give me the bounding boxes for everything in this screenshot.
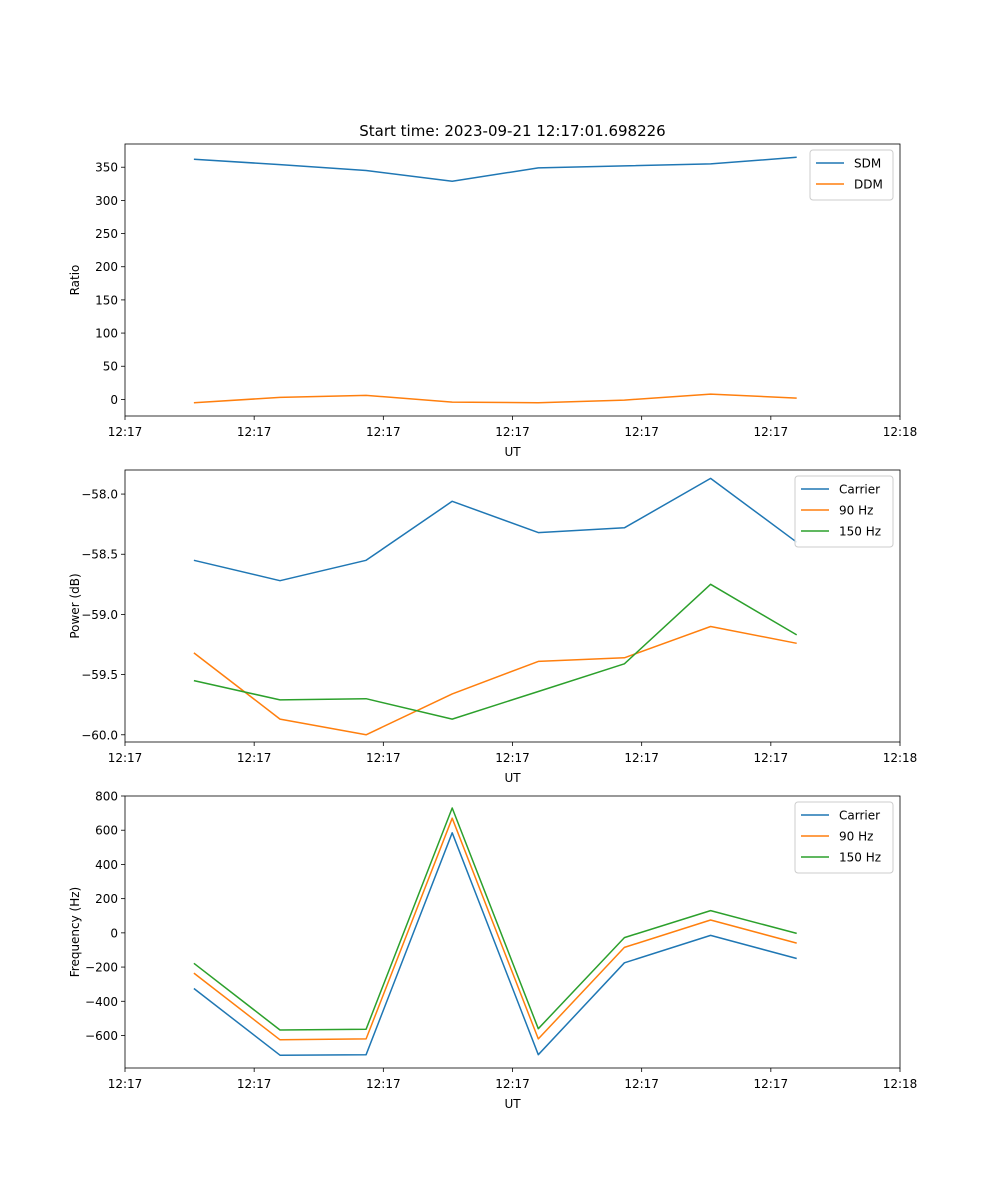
x-tick-label: 12:17	[495, 751, 530, 765]
y-tick-label: −600	[85, 1029, 118, 1043]
legend-label: 90 Hz	[839, 504, 873, 518]
axes-frame	[124, 469, 901, 743]
legend-label: 90 Hz	[839, 830, 873, 844]
x-tick-label: 12:17	[237, 1077, 272, 1091]
x-tick-label: 12:17	[108, 1077, 143, 1091]
y-tick-label: −59.0	[81, 608, 118, 622]
series-line-150-hz	[193, 807, 797, 1031]
y-tick-label: 800	[95, 790, 118, 804]
y-tick-label: −58.5	[81, 548, 118, 562]
y-tick-label: 600	[95, 824, 118, 838]
x-tick-label: 12:17	[108, 425, 143, 439]
x-axis-label: UT	[504, 1097, 521, 1111]
x-tick-label: 12:18	[883, 751, 918, 765]
legend-label: SDM	[854, 157, 881, 171]
y-tick-label: −60.0	[81, 728, 118, 742]
y-tick-label: −200	[85, 961, 118, 975]
y-axis-label: Power (dB)	[68, 573, 82, 638]
series-line-150-hz	[193, 583, 798, 720]
x-tick-label: 12:17	[624, 1077, 659, 1091]
x-tick-label: 12:17	[366, 425, 401, 439]
y-tick-label: 200	[95, 892, 118, 906]
chart-panel-2: 12:17 12:17 12:17 12:17 12:17 12:17 12:18 −60.0…	[68, 469, 918, 785]
legend-label: Carrier	[839, 809, 880, 823]
x-tick-label: 12:17	[754, 425, 789, 439]
axes-frame	[124, 795, 901, 1069]
x-tick-label: 12:17	[237, 425, 272, 439]
x-tick-label: 12:17	[495, 425, 530, 439]
axes-frame	[124, 143, 901, 417]
y-tick-label: 0	[110, 926, 118, 940]
x-tick-label: 12:17	[624, 425, 659, 439]
y-tick-label: −400	[85, 995, 118, 1009]
x-tick-label: 12:17	[624, 751, 659, 765]
legend: Carrier 90 Hz 150 Hz	[794, 801, 894, 874]
panels: 12:17 12:17 12:17 12:17 12:17 12:17 12:18 0 50 10…	[68, 143, 918, 1112]
series-line-90-hz	[193, 625, 797, 736]
y-tick-label: 250	[95, 227, 118, 241]
y-tick-label: 350	[95, 161, 118, 175]
y-tick-label: −59.5	[81, 668, 118, 682]
figure-title: Start time: 2023-09-21 12:17:01.698226	[359, 122, 665, 140]
legend-label: 150 Hz	[839, 525, 881, 539]
chart-panel-1: 12:17 12:17 12:17 12:17 12:17 12:17 12:18 0 50 10…	[68, 143, 918, 459]
chart-panel-3: 12:17 12:17 12:17 12:17 12:17 12:17 12:18 −600 −…	[68, 790, 917, 1112]
y-tick-label: 50	[103, 360, 118, 374]
legend: Carrier 90 Hz 150 Hz	[794, 475, 894, 548]
legend-box	[794, 801, 894, 874]
y-tick-label: 400	[95, 858, 118, 872]
x-tick-label: 12:18	[883, 425, 918, 439]
y-tick-label: 0	[110, 393, 118, 407]
series-line-carrier	[193, 477, 798, 582]
series-line-sdm	[193, 156, 797, 182]
x-tick-label: 12:17	[237, 751, 272, 765]
y-tick-label: 100	[95, 327, 118, 341]
y-tick-label: 200	[95, 260, 118, 274]
x-tick-label: 12:17	[495, 1077, 530, 1091]
y-tick-label: 300	[95, 194, 118, 208]
x-tick-label: 12:17	[366, 1077, 401, 1091]
x-axis-label: UT	[504, 445, 521, 459]
y-tick-label: 150	[95, 293, 118, 307]
x-tick-label: 12:17	[754, 1077, 789, 1091]
x-tick-label: 12:18	[883, 1077, 918, 1091]
legend-label: 150 Hz	[839, 851, 881, 865]
legend-label: DDM	[854, 178, 883, 192]
y-axis-label: Ratio	[68, 265, 82, 296]
series-line-ddm	[193, 393, 797, 404]
x-axis-label: UT	[504, 771, 521, 785]
y-axis-label: Frequency (Hz)	[68, 887, 82, 978]
series-line-90-hz	[193, 817, 797, 1041]
legend-box	[794, 475, 894, 548]
legend: SDM DDM	[809, 149, 894, 201]
y-tick-label: −58.0	[81, 488, 118, 502]
x-tick-label: 12:17	[754, 751, 789, 765]
x-tick-label: 12:17	[108, 751, 143, 765]
legend-label: Carrier	[839, 483, 880, 497]
series-line-carrier	[193, 832, 797, 1056]
x-tick-label: 12:17	[366, 751, 401, 765]
